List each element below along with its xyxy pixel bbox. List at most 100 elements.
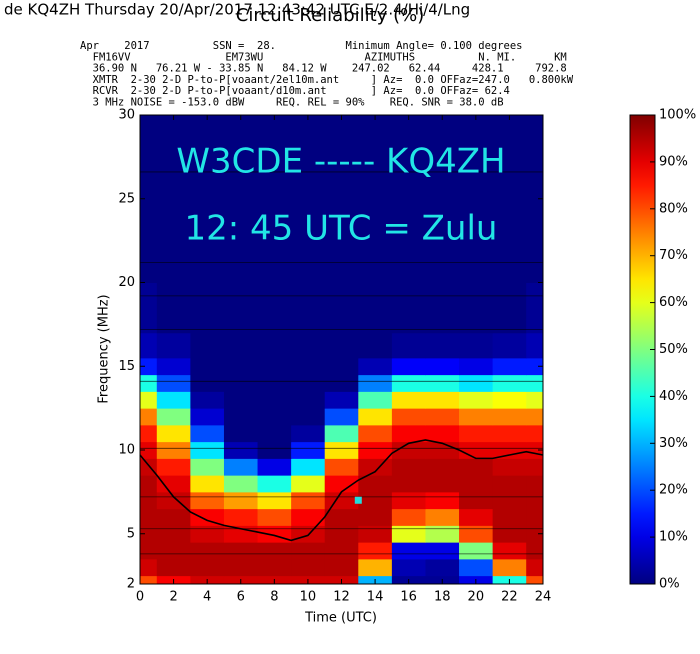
header-line: XMTR 2-30 2-D P-to-P[voaant/2el10m.ant ]…	[80, 74, 574, 86]
y-tick-label: 30	[118, 108, 135, 123]
heat-cell	[526, 424, 544, 443]
colorbar-tick-label: 90%	[659, 154, 688, 169]
heat-cell	[324, 441, 359, 459]
heat-cell	[223, 391, 259, 409]
heat-cell	[223, 374, 259, 392]
x-tick-label: 14	[367, 590, 384, 605]
heat-cell	[391, 441, 426, 459]
heat-cell	[459, 408, 494, 426]
heat-cell	[257, 115, 292, 149]
heat-cell	[526, 408, 544, 426]
heat-cell	[324, 391, 359, 409]
colorbar-tick-label: 80%	[659, 201, 688, 216]
heat-cell	[140, 475, 158, 493]
heat-cell	[190, 282, 225, 334]
colorbar-tick-label: 70%	[659, 248, 688, 263]
heat-cell	[291, 542, 326, 560]
heat-cell	[526, 148, 544, 216]
y-tick-label: 25	[118, 191, 135, 206]
header-line: 36.90 N 76.21 W - 33.85 N 84.12 W 247.02…	[80, 63, 567, 75]
x-tick-label: 18	[434, 590, 451, 605]
heat-cell	[459, 508, 494, 526]
heat-cell	[140, 542, 158, 560]
heat-cell	[391, 508, 426, 526]
heat-cell	[492, 391, 527, 409]
x-tick-label: 0	[136, 590, 144, 605]
heat-cell	[526, 558, 544, 577]
status-line: de KQ4ZH Thursday 20/Apr/2017 12:43:42 U…	[4, 1, 470, 19]
x-tick-label: 22	[501, 590, 518, 605]
heat-cell	[156, 475, 191, 493]
heat-cell	[425, 558, 460, 577]
heat-cell	[140, 282, 158, 334]
heat-cell	[526, 458, 544, 476]
heat-cell	[391, 374, 426, 392]
heat-cell	[291, 558, 326, 577]
heat-cell	[257, 508, 292, 526]
heat-cell	[190, 115, 225, 149]
header-line: FM16VV EM73WU AZIMUTHS N. MI. KM	[80, 51, 567, 63]
heat-cell	[459, 458, 494, 476]
heat-cell	[526, 357, 544, 376]
heat-cell	[526, 491, 544, 510]
heat-cell	[358, 115, 393, 149]
heat-cell	[291, 508, 326, 526]
heat-cell	[324, 558, 359, 577]
heat-cell	[156, 508, 191, 526]
colorbar-tick-label: 10%	[659, 530, 688, 545]
heat-cell	[324, 408, 359, 426]
heat-cell	[190, 542, 225, 560]
heat-cell	[291, 357, 326, 376]
colorbar-tick-label: 40%	[659, 389, 688, 404]
heat-cell	[459, 475, 494, 493]
heat-cell	[324, 282, 359, 334]
heat-cell	[358, 215, 393, 283]
heat-cell	[257, 558, 292, 577]
x-tick-label: 8	[270, 590, 278, 605]
heat-cell	[257, 215, 292, 283]
heat-cell	[425, 441, 460, 459]
heat-cell	[358, 282, 393, 334]
heat-cell	[425, 475, 460, 493]
heat-cell	[358, 542, 393, 560]
heat-cell	[492, 374, 527, 392]
heat-cell	[156, 115, 191, 149]
heat-cell	[291, 391, 326, 409]
heat-cell	[324, 491, 359, 510]
heat-cell	[223, 558, 259, 577]
heat-cell	[324, 115, 359, 149]
heat-cell	[190, 475, 225, 493]
heat-cell	[190, 508, 225, 526]
heat-cell	[291, 374, 326, 392]
y-tick-label: 2	[127, 577, 135, 592]
heat-cell	[425, 374, 460, 392]
header: Apr 2017 SSN = 28. Minimum Angle= 0.100 …	[80, 40, 574, 109]
heatmap	[140, 115, 544, 585]
heat-cell	[492, 558, 527, 577]
heat-cell	[526, 542, 544, 560]
heat-cell	[492, 458, 527, 476]
heat-cell	[391, 458, 426, 476]
heat-cell	[425, 424, 460, 443]
heat-cell	[324, 424, 359, 443]
heat-cell	[526, 391, 544, 409]
heat-cell	[391, 491, 426, 510]
heat-cell	[257, 357, 292, 376]
heat-cell	[358, 558, 393, 577]
heat-cell	[526, 282, 544, 334]
marker	[354, 496, 362, 504]
colorbar-tick-label: 30%	[659, 436, 688, 451]
header-line: RCVR 2-30 2-D P-to-P[voaant/d10m.ant ] A…	[80, 85, 510, 97]
heat-cell	[140, 491, 158, 510]
heat-cell	[492, 215, 527, 283]
heat-cell	[156, 357, 191, 376]
heat-cell	[257, 491, 292, 510]
heat-cell	[156, 424, 191, 443]
heat-cell	[223, 357, 259, 376]
x-tick-label: 4	[203, 590, 211, 605]
heat-cell	[391, 558, 426, 577]
heat-cell	[190, 332, 225, 359]
heat-cell	[223, 215, 259, 283]
heat-cell	[526, 115, 544, 149]
heat-cell	[257, 374, 292, 392]
